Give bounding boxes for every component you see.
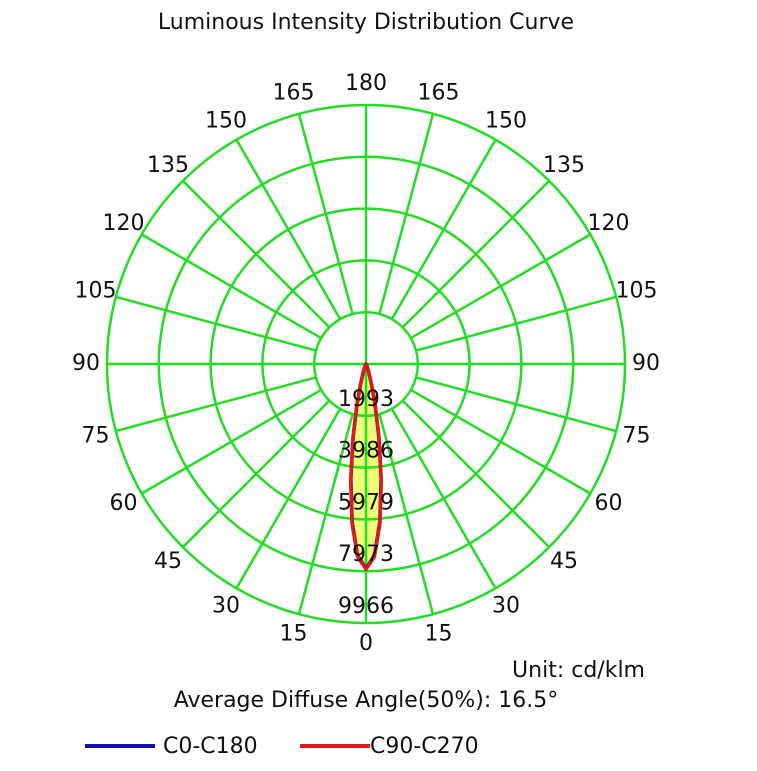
angle-tick-label: 120 [103, 211, 145, 236]
angle-tick-label: 90 [632, 351, 660, 376]
grid-spoke [410, 233, 591, 340]
angle-tick-label: 180 [345, 71, 387, 96]
legend-label: C0-C180 [163, 734, 258, 759]
grid-spoke [235, 139, 342, 320]
legend-label: C90-C270 [370, 734, 479, 759]
angle-tick-label: 120 [587, 211, 629, 236]
grid-spoke [410, 388, 591, 495]
angle-tick-label: 165 [273, 81, 315, 106]
angle-tick-label: 75 [82, 423, 110, 448]
angle-tick-label: 0 [359, 631, 373, 656]
angle-tick-label: 150 [205, 109, 247, 134]
annotation: Average Diffuse Angle(50%): 16.5° [174, 688, 559, 713]
chart-title: Luminous Intensity Distribution Curve [158, 10, 574, 35]
angle-tick-label: 30 [492, 593, 520, 618]
grid-spoke [235, 408, 342, 589]
angle-tick-label: 135 [543, 153, 585, 178]
angle-tick-label: 15 [280, 621, 308, 646]
grid-spoke [378, 113, 435, 315]
grid-spoke [390, 139, 497, 320]
grid-spoke [115, 295, 317, 352]
radial-tick-label: 1993 [338, 387, 394, 412]
angle-tick-label: 105 [615, 279, 657, 304]
angle-tick-label: 90 [72, 351, 100, 376]
angle-tick-label: 60 [110, 491, 138, 516]
grid-spoke [401, 179, 551, 329]
angle-tick-label: 165 [417, 81, 459, 106]
intensity-curve [348, 362, 384, 572]
angle-tick-label: 150 [485, 109, 527, 134]
angle-tick-label: 30 [212, 593, 240, 618]
grid-spoke [415, 295, 617, 352]
radial-tick-label: 9966 [338, 594, 394, 619]
angle-tick-label: 135 [147, 153, 189, 178]
angle-tick-label: 15 [424, 621, 452, 646]
grid-spoke [415, 376, 617, 433]
grid-spoke [141, 388, 322, 495]
angle-tick-label: 60 [594, 491, 622, 516]
radial-tick-label: 7973 [338, 542, 394, 567]
grid-spoke [115, 376, 317, 433]
grid-spoke [141, 233, 322, 340]
grid-spoke [378, 413, 435, 615]
grid-spoke [390, 408, 497, 589]
grid-spoke [181, 179, 331, 329]
angle-tick-label: 45 [154, 549, 182, 574]
radial-tick-label: 3986 [338, 439, 394, 464]
radial-tick-label: 5979 [338, 490, 394, 515]
grid-spoke [181, 399, 331, 549]
grid-spoke [297, 413, 354, 615]
angle-tick-label: 45 [550, 549, 578, 574]
angle-tick-label: 105 [75, 279, 117, 304]
angle-tick-label: 75 [622, 423, 650, 448]
grid-spoke [297, 113, 354, 315]
grid-spoke [401, 399, 551, 549]
unit-label: Unit: cd/klm [512, 658, 645, 683]
